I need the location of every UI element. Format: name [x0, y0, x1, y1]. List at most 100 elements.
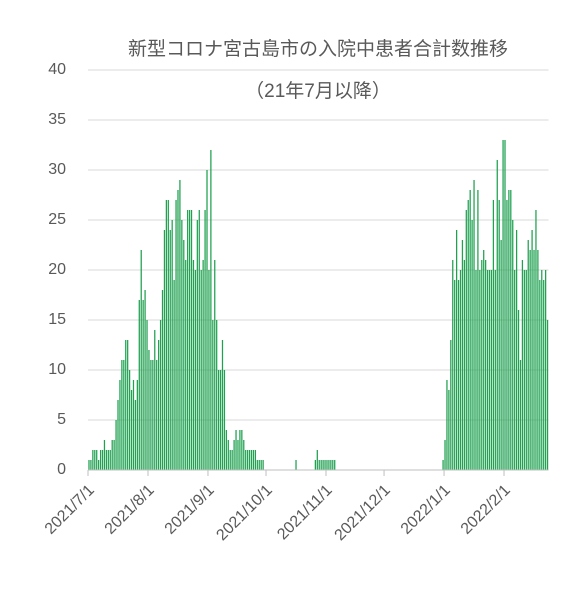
bar [515, 230, 518, 470]
bar [504, 140, 506, 470]
bar [485, 260, 487, 470]
chart-subtitle: （21年7月以降） [245, 80, 391, 102]
bar [173, 280, 175, 470]
bar [486, 270, 489, 470]
bar [326, 460, 328, 470]
bar [237, 440, 239, 470]
bar [318, 460, 320, 470]
bar [494, 270, 496, 470]
bar [533, 250, 535, 470]
bar [256, 460, 258, 470]
bar [260, 460, 262, 470]
bar [196, 220, 198, 470]
bar [469, 190, 471, 470]
bar [217, 370, 220, 470]
bar [152, 360, 154, 470]
bar [136, 380, 138, 470]
bar [150, 360, 152, 470]
bar [204, 210, 206, 470]
bar [179, 180, 181, 470]
bar [527, 240, 529, 470]
bar [456, 230, 458, 470]
bar [148, 350, 150, 470]
bar [508, 190, 510, 470]
bar [316, 450, 318, 470]
bar [444, 440, 446, 470]
x-tick-label: 2022/1/1 [398, 482, 454, 538]
bar [221, 340, 224, 470]
bar [123, 360, 125, 470]
bar [175, 200, 177, 470]
y-tick-label: 35 [48, 111, 66, 128]
bar [334, 460, 336, 470]
bar [229, 450, 231, 470]
bar [262, 460, 264, 470]
bar [227, 440, 229, 470]
bar [154, 330, 156, 470]
bar [252, 450, 255, 470]
bar [188, 210, 191, 470]
bar [190, 210, 193, 470]
bar [502, 140, 504, 470]
bar [208, 270, 210, 470]
x-tick-label: 2022/2/1 [458, 482, 514, 538]
bar [454, 280, 456, 470]
bar [467, 200, 469, 470]
bar [477, 190, 479, 470]
bar [159, 320, 162, 470]
bar [295, 460, 297, 470]
bar [98, 460, 100, 470]
chart-title: 新型コロナ宮古島市の入院中患者合計数推移 [128, 38, 508, 60]
bar [210, 150, 212, 470]
bar [488, 270, 491, 470]
bar [165, 200, 167, 470]
bar [88, 460, 90, 470]
bar [519, 360, 522, 470]
bar [521, 260, 524, 470]
bar [192, 260, 195, 470]
bar [167, 200, 169, 470]
bar [92, 450, 94, 470]
bar [492, 200, 495, 470]
bar [96, 450, 98, 470]
bar [463, 260, 465, 470]
bar [258, 460, 260, 470]
bar [183, 240, 185, 470]
bar [545, 270, 547, 470]
bar [115, 420, 117, 470]
bar [99, 450, 102, 470]
bar [247, 450, 249, 470]
y-tick-label: 20 [48, 261, 66, 278]
x-tick-label: 2021/9/1 [162, 482, 218, 538]
bar [163, 230, 166, 470]
bar [109, 450, 111, 470]
bar [125, 340, 127, 470]
x-tick-label: 2021/12/1 [332, 482, 394, 544]
bar [241, 430, 243, 470]
x-tick-label: 2021/10/1 [213, 482, 275, 544]
bar [177, 190, 179, 470]
bar [142, 300, 144, 470]
bar [450, 340, 452, 470]
y-tick-label: 10 [48, 361, 66, 378]
bar [523, 270, 525, 470]
bar [320, 460, 322, 470]
x-tick-label: 2021/11/1 [274, 482, 336, 544]
bar [128, 370, 131, 470]
bar [481, 260, 483, 470]
x-tick-label: 2021/7/1 [42, 482, 98, 538]
bar [132, 380, 135, 470]
bar [194, 270, 197, 470]
bar [535, 210, 537, 470]
bar [324, 460, 326, 470]
bar [446, 380, 448, 470]
bar [254, 450, 257, 470]
bar [465, 210, 467, 470]
bar [330, 460, 332, 470]
bar [496, 160, 498, 470]
bar [146, 320, 148, 470]
bar [529, 250, 531, 470]
bar [457, 280, 460, 470]
bar [105, 450, 108, 470]
